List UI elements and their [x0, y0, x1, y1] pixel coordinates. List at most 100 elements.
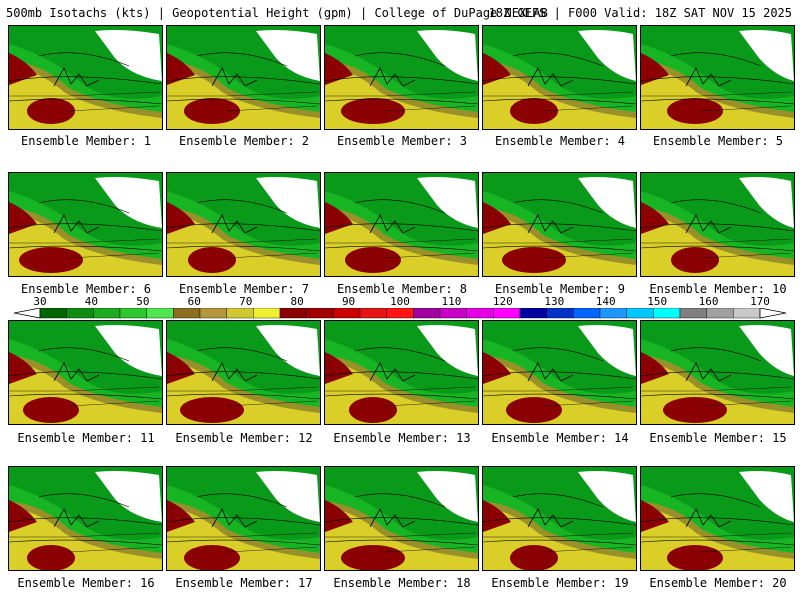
ensemble-panel: [324, 172, 479, 277]
colorbar-tick-label: 160: [698, 295, 719, 308]
colorbar-segment: [413, 308, 441, 319]
ensemble-member-label: Ensemble Member: 11: [17, 431, 155, 445]
colorbar-segment: [573, 308, 601, 319]
ensemble-panel: [640, 466, 795, 571]
colorbar-segment: [626, 308, 654, 319]
ensemble-panel: [8, 466, 163, 571]
wind-map: [483, 467, 636, 570]
wind-map: [483, 26, 636, 129]
wind-map: [325, 173, 478, 276]
wind-map: [641, 173, 794, 276]
wind-map: [483, 173, 636, 276]
ensemble-member-label: Ensemble Member: 3: [336, 134, 468, 148]
ensemble-member-label: Ensemble Member: 14: [491, 431, 629, 445]
colorbar-segment: [333, 308, 361, 319]
ensemble-panel: [640, 25, 795, 130]
ensemble-panel: [640, 320, 795, 425]
colorbar-segment: [519, 308, 547, 319]
colorbar-segment: [199, 308, 227, 319]
colorbar-tick-label: 130: [544, 295, 565, 308]
ensemble-panel: [166, 466, 321, 571]
ensemble-panel: [166, 25, 321, 130]
colorbar-tick-label: 50: [136, 295, 150, 308]
colorbar-segment: [493, 308, 521, 319]
colorbar-segment: [386, 308, 414, 319]
wind-map: [641, 26, 794, 129]
ensemble-panel: [166, 320, 321, 425]
colorbar-segment: [653, 308, 681, 319]
ensemble-panel: [640, 172, 795, 277]
colorbar-tick-label: 100: [390, 295, 410, 308]
colorbar-segment: [439, 308, 467, 319]
ensemble-panel: [482, 172, 637, 277]
colorbar-tick-label: 70: [239, 295, 253, 308]
colorbar-segment: [466, 308, 494, 319]
ensemble-member-label: Ensemble Member: 10: [649, 282, 787, 296]
wind-map: [167, 173, 320, 276]
ensemble-panel: [482, 466, 637, 571]
wind-map: [641, 467, 794, 570]
colorbar-tick-label: 120: [492, 295, 513, 308]
colorbar-segment: [66, 308, 94, 319]
colorbar-tick-label: 90: [341, 295, 356, 308]
wind-map: [167, 321, 320, 424]
ensemble-member-label: Ensemble Member: 7: [178, 282, 310, 296]
colorbar-segment: [39, 308, 67, 319]
ensemble-member-label: Ensemble Member: 17: [175, 576, 313, 590]
ensemble-member-label: Ensemble Member: 5: [652, 134, 784, 148]
ensemble-member-label: Ensemble Member: 1: [20, 134, 152, 148]
ensemble-member-label: Ensemble Member: 18: [333, 576, 471, 590]
ensemble-member-label: Ensemble Member: 9: [494, 282, 626, 296]
wind-map: [167, 467, 320, 570]
ensemble-member-label: Ensemble Member: 16: [17, 576, 155, 590]
colorbar-segment: [279, 308, 307, 319]
header-title: 500mb Isotachs (kts) | Geopotential Heig…: [6, 6, 548, 20]
wind-map: [9, 467, 162, 570]
ensemble-panel: [324, 466, 479, 571]
colorbar-tick-label: 140: [595, 295, 616, 308]
colorbar-tick-label: 150: [647, 295, 668, 308]
colorbar-segment: [706, 308, 734, 319]
colorbar-tick-label: 30: [33, 295, 47, 308]
colorbar-segment: [546, 308, 574, 319]
ensemble-panel: [8, 172, 163, 277]
colorbar-segment: [226, 308, 254, 319]
colorbar-segment: [146, 308, 174, 319]
wind-map: [9, 321, 162, 424]
wind-map: [325, 321, 478, 424]
wind-map: [9, 26, 162, 129]
ensemble-member-label: Ensemble Member: 6: [20, 282, 152, 296]
header-valid-time: 18Z GEFS | F000 Valid: 18Z SAT NOV 15 20…: [488, 6, 792, 20]
ensemble-panel: [482, 25, 637, 130]
wind-map: [9, 173, 162, 276]
colorbar-scale: [14, 308, 786, 319]
colorbar-segment: [119, 308, 147, 319]
ensemble-member-label: Ensemble Member: 15: [649, 431, 787, 445]
colorbar-segment: [306, 308, 334, 319]
ensemble-panel: [8, 25, 163, 130]
ensemble-member-label: Ensemble Member: 12: [175, 431, 313, 445]
ensemble-panel: [324, 25, 479, 130]
ensemble-panel: [166, 172, 321, 277]
colorbar-segment: [733, 308, 761, 319]
wind-map: [167, 26, 320, 129]
wind-map: [641, 321, 794, 424]
ensemble-member-label: Ensemble Member: 19: [491, 576, 629, 590]
ensemble-panel: [482, 320, 637, 425]
ensemble-member-label: Ensemble Member: 20: [649, 576, 787, 590]
colorbar-segment: [173, 308, 201, 319]
colorbar-tick-label: 80: [290, 295, 304, 308]
wind-map: [483, 321, 636, 424]
colorbar-tick-label: 60: [187, 295, 201, 308]
ensemble-member-label: Ensemble Member: 2: [178, 134, 310, 148]
ensemble-member-label: Ensemble Member: 13: [333, 431, 471, 445]
colorbar-segment: [679, 308, 707, 319]
ensemble-panel: [324, 320, 479, 425]
colorbar-tick-label: 40: [84, 295, 99, 308]
ensemble-member-label: Ensemble Member: 8: [336, 282, 468, 296]
colorbar-arrow-right: [759, 308, 786, 319]
colorbar-segment: [253, 308, 281, 319]
colorbar-arrow-left: [14, 308, 41, 319]
header: 500mb Isotachs (kts) | Geopotential Heig…: [6, 5, 796, 21]
colorbar-segment: [93, 308, 121, 319]
